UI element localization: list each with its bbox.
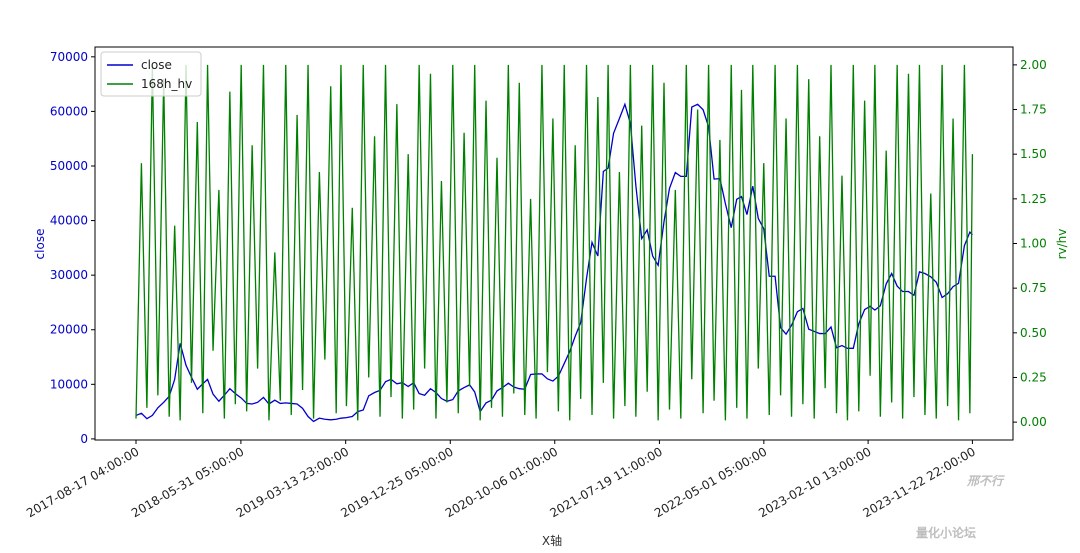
y-tick-label: 0 (80, 432, 88, 446)
line-series (135, 64, 974, 421)
watermark: 邢不行 (966, 474, 1005, 488)
y2-tick-label: 0.75 (1020, 281, 1047, 295)
legend: close 168h_hv (100, 51, 202, 97)
legend-label: 168h_hv (141, 77, 192, 91)
x-axis-label: X轴 (542, 533, 562, 548)
y2-tick-label: 1.75 (1020, 103, 1047, 117)
y-tick-label: 30000 (50, 268, 88, 282)
x-tick-label: 2023-02-10 13:00:00 (756, 444, 873, 520)
y-tick-label: 50000 (50, 159, 88, 173)
y2-tick-label: 1.00 (1020, 237, 1047, 251)
x-tick-label: 2019-03-13 23:00:00 (234, 444, 351, 520)
x-tick-label: 2021-07-19 11:00:00 (548, 444, 665, 520)
x-tick-label: 2023-11-22 22:00:00 (861, 444, 978, 520)
y2-tick-label: 1.50 (1020, 147, 1047, 161)
x-tick-label: 2019-12-25 05:00:00 (338, 444, 455, 520)
y-tick-label: 70000 (50, 50, 88, 64)
y-tick-label: 60000 (50, 104, 88, 118)
y2-tick-label: 1.25 (1020, 192, 1047, 206)
y-axis-label: close (33, 229, 47, 260)
y2-tick-label: 0.00 (1020, 415, 1047, 429)
x-tick-label: 2018-05-31 05:00:00 (129, 444, 246, 520)
watermark: 量化小论坛 (916, 525, 976, 540)
y2-tick-label: 0.25 (1020, 370, 1047, 384)
y-tick-label: 10000 (50, 377, 88, 391)
x-tick-label: 2022-05-01 05:00:00 (652, 444, 769, 520)
y-tick-label: 40000 (50, 214, 88, 228)
legend-label: close (141, 58, 172, 72)
legend-box (100, 51, 202, 97)
y-tick-label: 20000 (50, 323, 88, 337)
x-tick-label: 2017-08-17 04:00:00 (24, 444, 141, 520)
y2-axis-label: rv/hv (1055, 229, 1069, 260)
x-tick-label: 2020-10-06 01:00:00 (443, 444, 560, 520)
y2-tick-label: 0.50 (1020, 326, 1047, 340)
y2-tick-label: 2.00 (1020, 58, 1047, 72)
